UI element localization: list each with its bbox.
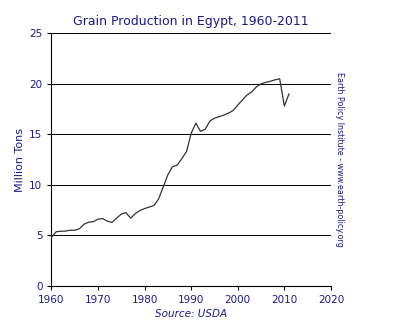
X-axis label: Source: USDA: Source: USDA (155, 309, 227, 319)
Text: Earth Policy Institute - www.earth-policy.org: Earth Policy Institute - www.earth-polic… (335, 72, 344, 247)
Title: Grain Production in Egypt, 1960-2011: Grain Production in Egypt, 1960-2011 (73, 15, 309, 28)
Y-axis label: Million Tons: Million Tons (15, 128, 25, 192)
